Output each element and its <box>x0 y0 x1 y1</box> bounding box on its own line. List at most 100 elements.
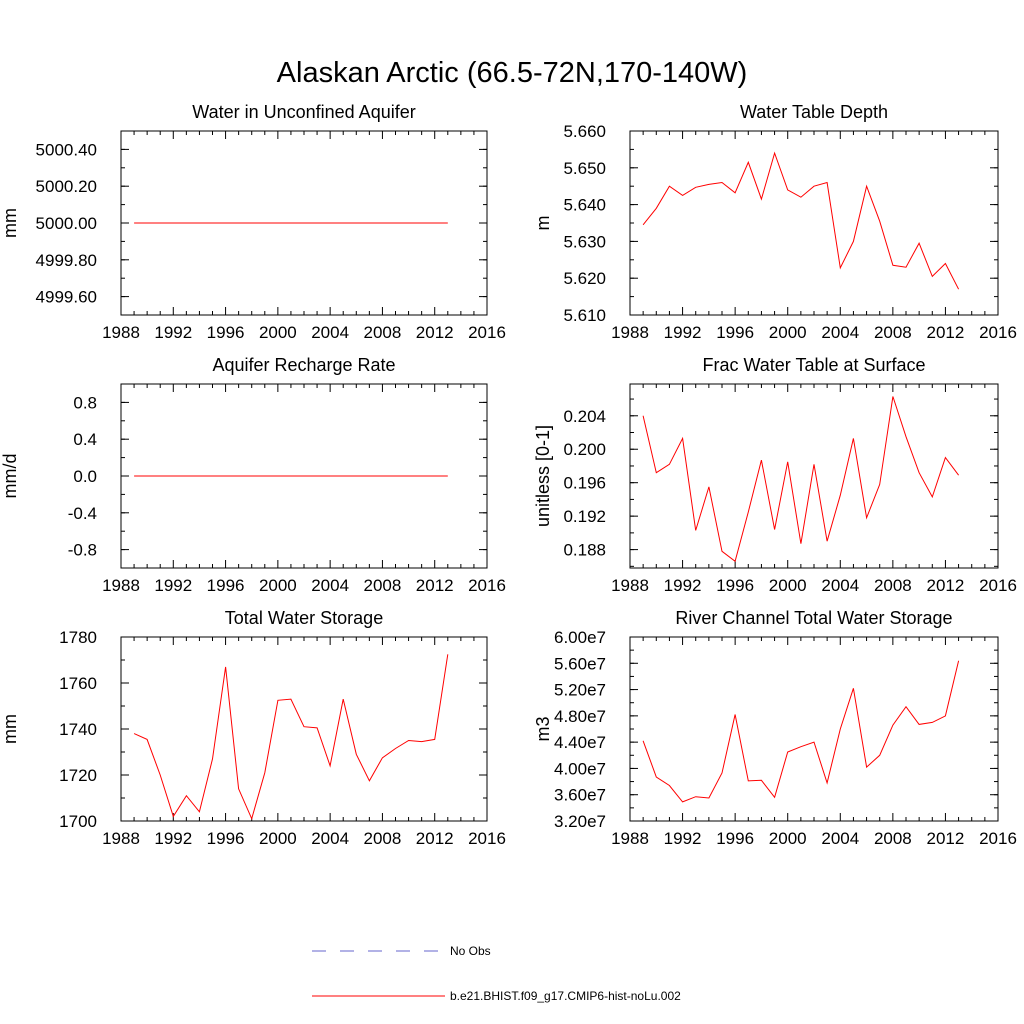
x-tick-label: 1992 <box>664 829 702 848</box>
y-axis-label: mm <box>0 208 20 238</box>
x-tick-label: 1996 <box>207 829 245 848</box>
x-tick-label: 2016 <box>979 829 1017 848</box>
x-tick-label: 1988 <box>611 576 649 595</box>
y-tick-label: 0.204 <box>563 407 606 426</box>
y-tick-label: 5.610 <box>563 306 606 325</box>
y-tick-label: 4.80e7 <box>554 707 606 726</box>
panel-title: Water in Unconfined Aquifer <box>192 102 415 122</box>
plot-frame <box>629 130 999 316</box>
x-tick-label: 2004 <box>311 829 349 848</box>
x-tick-label: 1992 <box>154 576 192 595</box>
y-tick-label: 5000.40 <box>36 140 97 159</box>
x-tick-label: 1996 <box>716 576 754 595</box>
x-tick-label: 2000 <box>769 829 807 848</box>
y-axis-label: unitless [0-1] <box>533 425 553 527</box>
x-tick-label: 1988 <box>611 829 649 848</box>
y-tick-label: 3.60e7 <box>554 786 606 805</box>
x-tick-label: 2008 <box>874 576 912 595</box>
legend-label: b.e21.BHIST.f09_g17.CMIP6-hist-noLu.002 <box>450 989 681 1003</box>
x-tick-label: 2012 <box>416 829 454 848</box>
y-tick-label: 1700 <box>59 812 97 831</box>
x-tick-label: 2008 <box>874 323 912 342</box>
panel-title: River Channel Total Water Storage <box>675 608 952 628</box>
x-tick-label: 1988 <box>611 323 649 342</box>
chart-panel: Water in Unconfined Aquifer mm 1988 1992 199… <box>0 102 506 342</box>
y-tick-label: 5.620 <box>563 269 606 288</box>
x-tick-label: 1996 <box>716 323 754 342</box>
panels: Water in Unconfined Aquifer mm 1988 1992 199… <box>0 102 1017 848</box>
x-tick-label: 2012 <box>416 576 454 595</box>
x-tick-label: 2012 <box>927 576 965 595</box>
x-tick-label: 1996 <box>207 576 245 595</box>
y-tick-label: 0.192 <box>563 507 606 526</box>
x-tick-label: 2008 <box>364 323 402 342</box>
x-tick-label: 2000 <box>259 829 297 848</box>
panel-title: Frac Water Table at Surface <box>702 355 925 375</box>
y-tick-label: 0.196 <box>563 474 606 493</box>
plot-frame <box>629 636 999 822</box>
y-tick-label: 4.40e7 <box>554 733 606 752</box>
chart-panel: Aquifer Recharge Rate mm/d 1988 1992 1996 200… <box>0 355 506 595</box>
plot-frame <box>120 636 488 822</box>
x-tick-label: 2012 <box>927 829 965 848</box>
y-tick-label: 5.20e7 <box>554 681 606 700</box>
x-tick-label: 2000 <box>259 323 297 342</box>
y-tick-label: 1720 <box>59 766 97 785</box>
y-tick-label: 5.640 <box>563 196 606 215</box>
x-tick-label: 2000 <box>259 576 297 595</box>
chart-panel: Water Table Depth m 1988 1992 1996 2000 2004 20… <box>533 102 1017 342</box>
y-tick-label: 0.0 <box>73 467 97 486</box>
x-tick-label: 2000 <box>769 576 807 595</box>
x-tick-label: 2008 <box>364 829 402 848</box>
legend: No Obs b.e21.BHIST.f09_g17.CMIP6-hist-noL… <box>312 944 681 1003</box>
x-tick-label: 1992 <box>154 829 192 848</box>
chart-panel: River Channel Total Water Storage m3 1988 1… <box>533 608 1017 848</box>
x-tick-label: 1996 <box>207 323 245 342</box>
y-axis-label: mm/d <box>0 454 20 499</box>
panel-title: Aquifer Recharge Rate <box>212 355 395 375</box>
chart-panel: Frac Water Table at Surface unitless [0-1… <box>533 355 1017 595</box>
x-tick-label: 2016 <box>468 576 506 595</box>
y-tick-label: 0.188 <box>563 541 606 560</box>
plot-frame <box>629 383 999 569</box>
series-line <box>642 396 959 563</box>
x-tick-label: 1992 <box>664 323 702 342</box>
figure-title: Alaskan Arctic (66.5-72N,170-140W) <box>277 57 748 89</box>
y-axis-label: m <box>533 216 553 231</box>
y-axis-label: mm <box>0 714 20 744</box>
x-tick-label: 2016 <box>468 323 506 342</box>
panel-title: Total Water Storage <box>225 608 383 628</box>
x-tick-label: 2004 <box>311 576 349 595</box>
x-tick-label: 2004 <box>821 576 859 595</box>
panel-title: Water Table Depth <box>740 102 888 122</box>
y-tick-label: 5.630 <box>563 232 606 251</box>
y-tick-label: 1780 <box>59 628 97 647</box>
y-tick-label: 5000.20 <box>36 177 97 196</box>
series-line <box>642 660 960 803</box>
x-tick-label: 1988 <box>102 323 140 342</box>
x-tick-label: 1996 <box>716 829 754 848</box>
x-tick-label: 2008 <box>874 829 912 848</box>
y-tick-label: 4.00e7 <box>554 759 606 778</box>
y-tick-label: 5.60e7 <box>554 654 606 673</box>
chart-panel: Total Water Storage mm 1988 1992 1996 2000 200… <box>0 608 506 848</box>
y-tick-label: 4999.60 <box>36 288 97 307</box>
y-axis-label: m3 <box>533 716 553 741</box>
y-tick-label: 0.8 <box>73 393 97 412</box>
x-tick-label: 2008 <box>364 576 402 595</box>
series-line <box>642 151 960 290</box>
x-tick-label: 2012 <box>927 323 965 342</box>
y-tick-label: -0.4 <box>68 504 97 523</box>
y-tick-label: 0.4 <box>73 430 97 449</box>
x-tick-label: 1992 <box>154 323 192 342</box>
y-tick-label: 1740 <box>59 720 97 739</box>
y-tick-label: 6.00e7 <box>554 628 606 647</box>
x-tick-label: 2004 <box>821 829 859 848</box>
y-tick-label: 5000.00 <box>36 214 97 233</box>
y-tick-label: -0.8 <box>68 541 97 560</box>
x-tick-label: 2012 <box>416 323 454 342</box>
x-tick-label: 2016 <box>468 829 506 848</box>
y-tick-label: 4999.80 <box>36 251 97 270</box>
legend-label: No Obs <box>450 944 491 958</box>
